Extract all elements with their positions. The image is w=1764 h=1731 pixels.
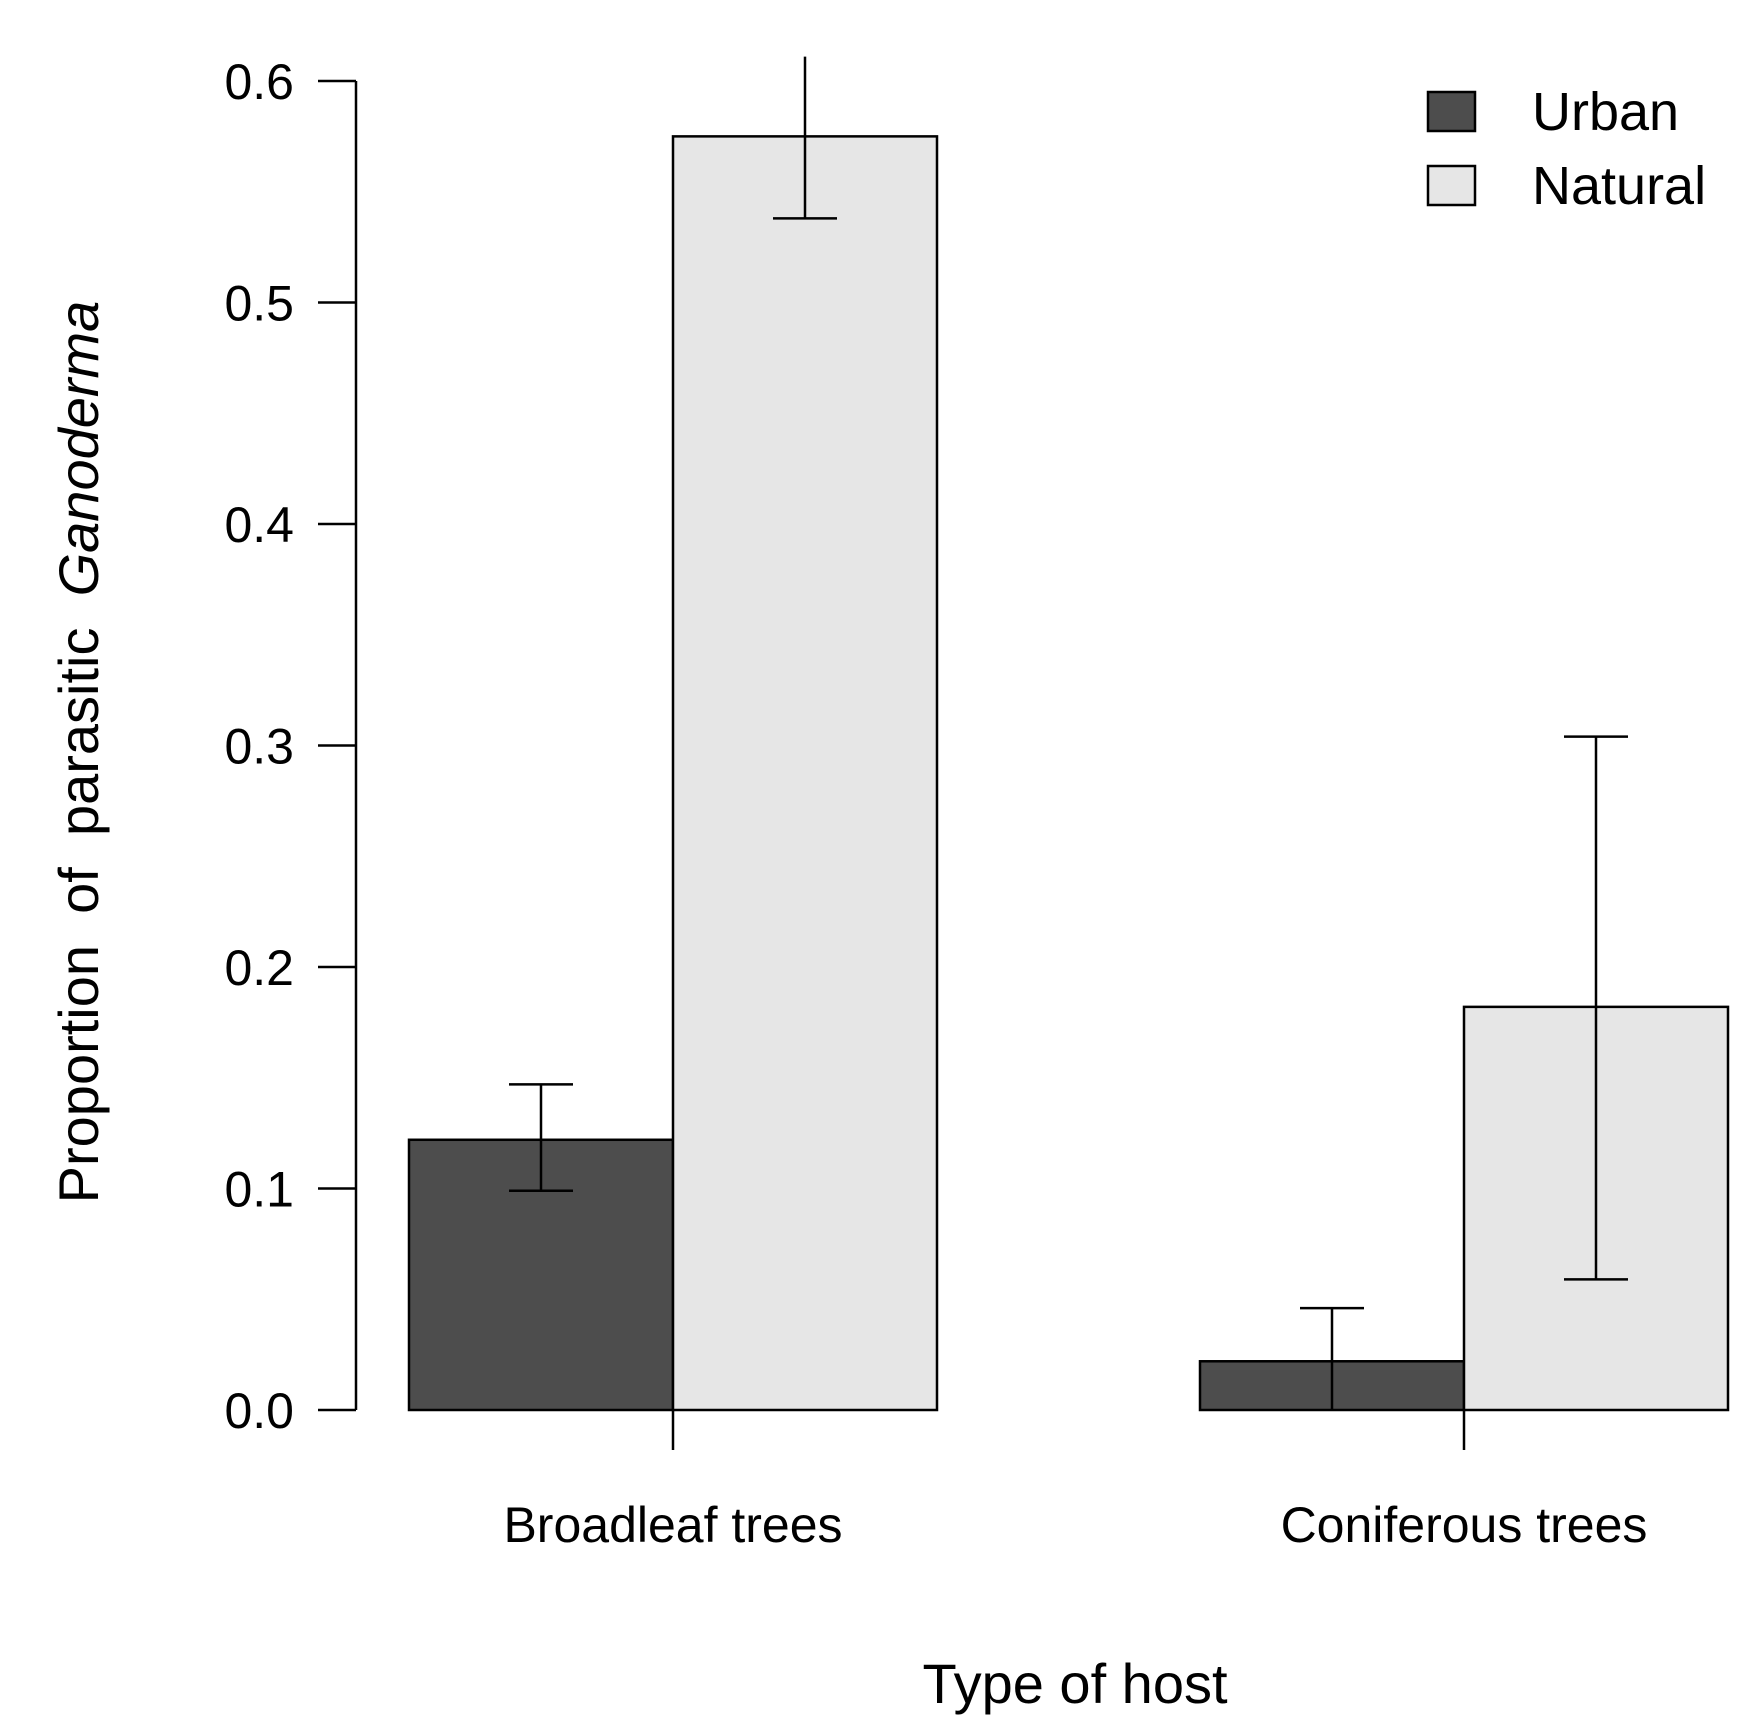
legend-label-urban: Urban — [1532, 82, 1679, 142]
y-tick-label: 0.1 — [224, 1162, 294, 1218]
axes-layer: 0.0 0.1 0.2 0.3 0.4 0.5 0.6 Broadleaf trees Coni… — [224, 54, 1647, 1553]
errorbar-natural-coniferous — [1564, 735, 1628, 1281]
errorbar-urban-broadleaf — [509, 1083, 573, 1192]
errorbars-layer — [509, 56, 1628, 1410]
x-axis-title: Type of host — [922, 1652, 1228, 1715]
errorbar-urban-coniferous — [1300, 1306, 1364, 1410]
legend-label-natural: Natural — [1532, 156, 1706, 216]
y-axis-title: Proportion of parasitic Ganoderma — [47, 301, 110, 1204]
y-tick-label: 0.3 — [224, 719, 294, 775]
bars-layer — [407, 135, 1730, 1412]
y-tick-label: 0.4 — [224, 497, 294, 553]
legend-item-urban: Urban — [1426, 82, 1679, 142]
legend-swatch-urban — [1426, 90, 1477, 133]
x-category-label: Broadleaf trees — [503, 1497, 842, 1553]
legend: Urban Natural — [1426, 82, 1706, 216]
y-axis-title-prefix: Proportion of parasitic — [47, 596, 110, 1203]
legend-item-natural: Natural — [1426, 156, 1706, 216]
errorbar-natural-broadleaf — [773, 56, 837, 220]
legend-swatch-natural — [1426, 164, 1477, 207]
y-tick-label: 0.6 — [224, 54, 294, 110]
y-tick-label: 0.2 — [224, 940, 294, 996]
y-axis-title-italic: Ganoderma — [47, 301, 110, 597]
y-tick-label: 0.0 — [224, 1383, 294, 1439]
x-category-label: Coniferous trees — [1281, 1497, 1648, 1553]
bar-natural-broadleaf — [671, 135, 939, 1412]
y-tick-label: 0.5 — [224, 276, 294, 332]
